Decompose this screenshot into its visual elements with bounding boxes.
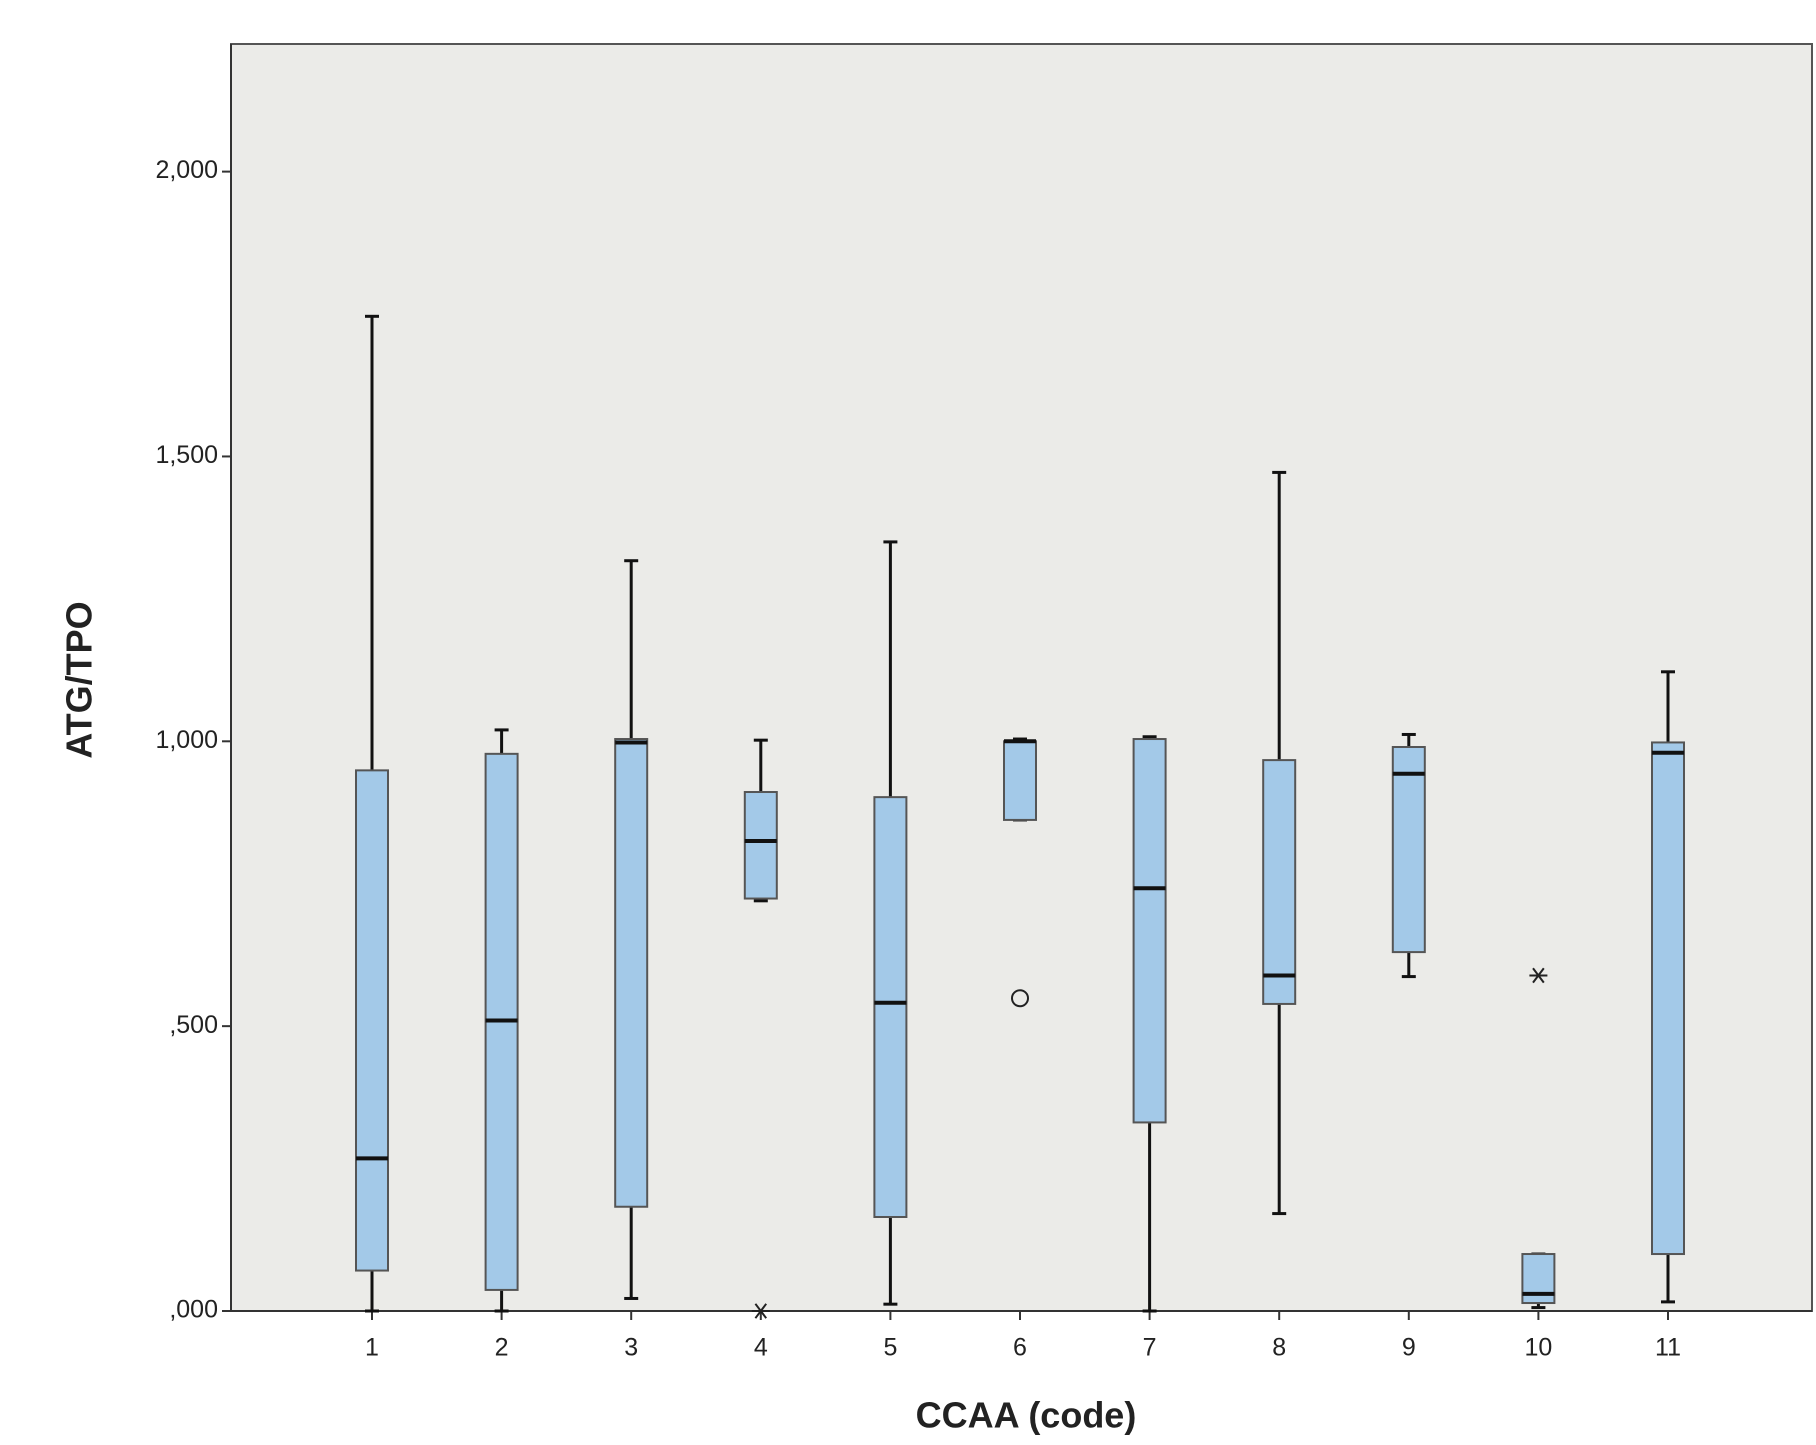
box [1132,738,1167,1124]
x-axis-title: CCAA (code) [916,1395,1137,1436]
x-tick-label: 4 [754,1334,768,1362]
box [1262,759,1297,1005]
box [1651,741,1685,1256]
box [873,796,908,1219]
plot-area [230,43,1813,1312]
x-tick-label: 3 [624,1334,638,1362]
extreme [751,1303,770,1319]
box [1003,740,1037,821]
y-tick-label: ,500 [169,1011,218,1039]
x-tick-label: 5 [883,1334,897,1362]
y-tick-label: 1,000 [155,726,218,754]
y-axis-title: ATG/TPO [59,601,100,758]
y-tick-label: ,000 [169,1296,218,1324]
box [355,769,389,1272]
outlier [1011,989,1029,1008]
box [614,738,649,1208]
x-tick-label: 1 [365,1334,379,1362]
x-tick-label: 10 [1524,1334,1552,1362]
x-tick-label: 8 [1272,1334,1286,1362]
x-tick-label: 11 [1655,1334,1681,1362]
box [1391,746,1426,954]
x-tick-label: 7 [1143,1334,1157,1362]
x-tick-label: 2 [495,1334,509,1362]
x-tick-label: 6 [1013,1334,1027,1362]
x-tick-label: 9 [1402,1334,1416,1362]
box [743,791,778,900]
y-tick-label: 1,500 [155,441,218,469]
y-tick-label: 2,000 [155,156,218,184]
extreme [1529,967,1548,984]
